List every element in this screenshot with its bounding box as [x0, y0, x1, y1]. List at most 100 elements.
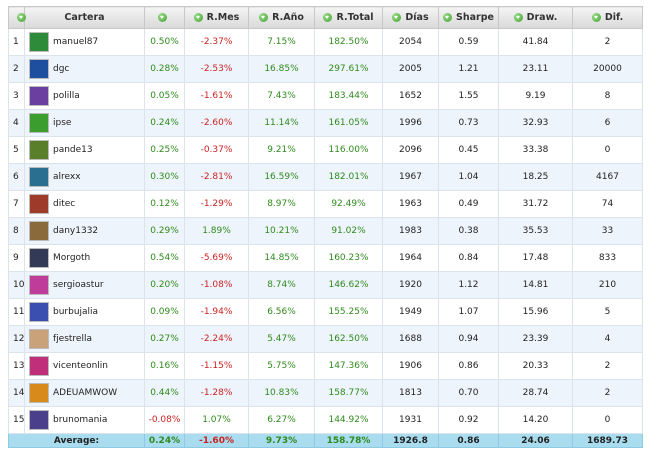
avatar-icon[interactable] [29, 59, 49, 79]
table-row[interactable]: 1 manuel87 0.50% -2.37% 7.15% 182.50% 2054 0.59… [8, 28, 643, 56]
username-link[interactable]: sergioastur [53, 280, 104, 290]
user-cell[interactable]: alrexx [24, 163, 145, 191]
user-cell[interactable]: pande13 [24, 136, 145, 164]
dif-cell: 20000 [572, 55, 643, 83]
username-link[interactable]: alrexx [53, 172, 81, 182]
sort-arrow-icon[interactable] [443, 13, 453, 22]
sort-arrow-icon[interactable] [591, 13, 601, 22]
user-cell[interactable]: polilla [24, 82, 145, 110]
col-header-draw[interactable]: Draw. [498, 6, 573, 29]
user-cell[interactable]: ipse [24, 109, 145, 137]
username-link[interactable]: burbujalia [53, 307, 99, 317]
avatar-icon[interactable] [29, 329, 49, 349]
username-link[interactable]: ditec [53, 199, 76, 209]
dif-cell: 8 [572, 82, 643, 110]
username-link[interactable]: fjestrella [53, 334, 92, 344]
username-link[interactable]: pande13 [53, 145, 93, 155]
username-link[interactable]: ipse [53, 118, 72, 128]
avatar-icon[interactable] [29, 410, 49, 430]
user-cell[interactable]: ADEUAMWOW [24, 379, 145, 407]
col-header-sharpe[interactable]: Sharpe [438, 6, 499, 29]
table-row[interactable]: 8 dany1332 0.29% 1.89% 10.21% 91.02% 1983 0.38 3… [8, 217, 643, 245]
col-header-dias[interactable]: Días [382, 6, 439, 29]
col-header-cartera[interactable] [8, 6, 26, 29]
avatar-icon[interactable] [29, 383, 49, 403]
dias-cell: 1967 [382, 163, 439, 191]
table-row[interactable]: 4 ipse 0.24% -2.60% 11.14% 161.05% 1996 0.73 32.… [8, 109, 643, 137]
user-cell[interactable]: fjestrella [24, 325, 145, 353]
avatar-icon[interactable] [29, 248, 49, 268]
average-rmes: -1.60% [184, 433, 249, 448]
rmes-cell: -2.37% [184, 28, 249, 56]
dias-cell: 1920 [382, 271, 439, 299]
user-cell[interactable]: brunomania [24, 406, 145, 434]
username-link[interactable]: polilla [53, 91, 80, 101]
table-row[interactable]: 15 brunomania -0.08% 1.07% 6.27% 144.92% 1931 0… [8, 406, 643, 434]
table-row[interactable]: 9 Morgoth 0.54% -5.69% 14.85% 160.23% 1964 0.84… [8, 244, 643, 272]
user-cell[interactable]: manuel87 [24, 28, 145, 56]
avatar-icon[interactable] [29, 275, 49, 295]
avatar-icon[interactable] [29, 167, 49, 187]
sort-value-cell: -0.08% [144, 406, 185, 434]
sort-arrow-icon[interactable] [323, 13, 333, 22]
rano-cell: 11.14% [248, 109, 315, 137]
user-cell[interactable]: vicenteonlin [24, 352, 145, 380]
table-row[interactable]: 13 vicenteonlin 0.16% -1.15% 5.75% 147.36% 190… [8, 352, 643, 380]
table-row[interactable]: 2 dgc 0.28% -2.53% 16.85% 297.61% 2005 1.21 23.1… [8, 55, 643, 83]
username-link[interactable]: manuel87 [53, 37, 99, 47]
avatar-icon[interactable] [29, 32, 49, 52]
sort-arrow-icon[interactable] [17, 13, 26, 22]
user-cell[interactable]: Morgoth [24, 244, 145, 272]
col-header-rmes[interactable]: R.Mes [184, 6, 249, 29]
avatar-icon[interactable] [29, 140, 49, 160]
sort-arrow-icon[interactable] [513, 13, 523, 22]
col-header-rano[interactable]: R.Año [248, 6, 315, 29]
table-row[interactable]: 12 fjestrella 0.27% -2.24% 5.47% 162.50% 1688 0… [8, 325, 643, 353]
sort-arrow-icon[interactable] [392, 13, 402, 22]
username-link[interactable]: brunomania [53, 415, 108, 425]
table-row[interactable]: 6 alrexx 0.30% -2.81% 16.59% 182.01% 1967 1.04 1… [8, 163, 643, 191]
rano-cell: 8.74% [248, 271, 315, 299]
col-header-sort[interactable] [144, 6, 185, 29]
user-cell[interactable]: ditec [24, 190, 145, 218]
rank-cell: 10 [8, 271, 25, 299]
draw-cell: 28.74 [498, 379, 573, 407]
avatar-icon[interactable] [29, 356, 49, 376]
table-row[interactable]: 14 ADEUAMWOW 0.44% -1.28% 10.83% 158.77% 1813 0… [8, 379, 643, 407]
sharpe-cell: 0.92 [438, 406, 499, 434]
dif-cell: 2 [572, 28, 643, 56]
sharpe-cell: 1.07 [438, 298, 499, 326]
username-link[interactable]: vicenteonlin [53, 361, 108, 371]
table-row[interactable]: 5 pande13 0.25% -0.37% 9.21% 116.00% 2096 0.45 3… [8, 136, 643, 164]
avatar-icon[interactable] [29, 113, 49, 133]
sort-arrow-icon[interactable] [193, 13, 203, 22]
rano-cell: 5.47% [248, 325, 315, 353]
avatar-icon[interactable] [29, 302, 49, 322]
username-link[interactable]: dany1332 [53, 226, 99, 236]
rmes-cell: -1.15% [184, 352, 249, 380]
user-cell[interactable]: sergioastur [24, 271, 145, 299]
username-link[interactable]: Morgoth [53, 253, 91, 263]
username-link[interactable]: dgc [53, 64, 70, 74]
rank-cell: 14 [8, 379, 25, 407]
avatar-icon[interactable] [29, 221, 49, 241]
username-link[interactable]: ADEUAMWOW [53, 388, 118, 398]
avatar-icon[interactable] [29, 194, 49, 214]
rtotal-cell: 92.49% [314, 190, 383, 218]
table-row[interactable]: 10 sergioastur 0.20% -1.08% 8.74% 146.62% 1920… [8, 271, 643, 299]
table-row[interactable]: 11 burbujalia 0.09% -1.94% 6.56% 155.25% 1949 1… [8, 298, 643, 326]
avatar-icon[interactable] [29, 86, 49, 106]
sort-arrow-icon[interactable] [158, 13, 167, 22]
col-header-dif[interactable]: Dif. [572, 6, 643, 29]
user-cell[interactable]: dgc [24, 55, 145, 83]
col-header-rtotal[interactable]: R.Total [314, 6, 383, 29]
col-header-cartera-label[interactable]: Cartera [24, 6, 145, 29]
table-row[interactable]: 7 ditec 0.12% -1.29% 8.97% 92.49% 1963 0.49 31.7… [8, 190, 643, 218]
sort-arrow-icon[interactable] [259, 13, 269, 22]
user-cell[interactable]: burbujalia [24, 298, 145, 326]
draw-cell: 23.39 [498, 325, 573, 353]
table-row[interactable]: 3 polilla 0.05% -1.61% 7.43% 183.44% 1652 1.55 9… [8, 82, 643, 110]
sort-value-cell: 0.16% [144, 352, 185, 380]
rmes-cell: -1.29% [184, 190, 249, 218]
user-cell[interactable]: dany1332 [24, 217, 145, 245]
